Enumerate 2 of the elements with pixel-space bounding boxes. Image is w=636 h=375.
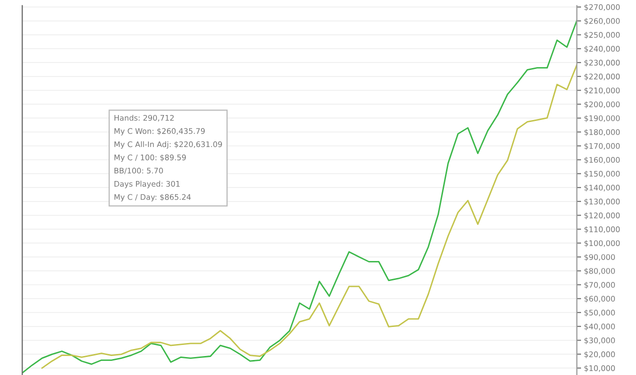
line-series <box>22 20 577 374</box>
line-series <box>41 64 577 369</box>
